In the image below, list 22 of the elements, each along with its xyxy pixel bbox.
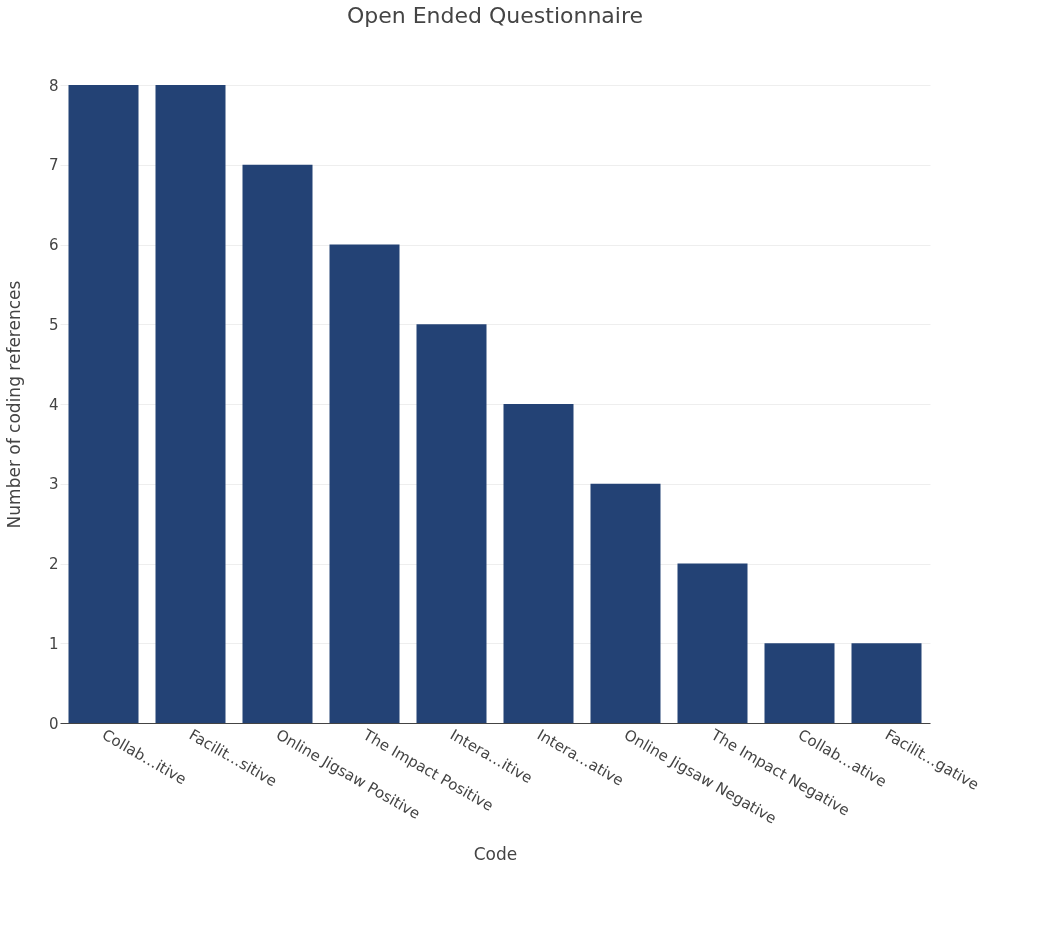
y-tick-label: 4 [48, 395, 59, 414]
bar [242, 164, 313, 723]
y-tick-label: 5 [48, 315, 59, 334]
y-tick-label: 7 [48, 156, 59, 175]
y-tick-label: 1 [48, 634, 59, 653]
bar [416, 324, 487, 723]
bar [764, 643, 835, 723]
bar [590, 483, 661, 723]
y-tick-label: 8 [48, 76, 59, 95]
y-tick-label: 3 [48, 475, 59, 494]
y-tick-label: 6 [48, 236, 59, 254]
bar [155, 85, 226, 723]
y-tick-label: 0 [48, 714, 59, 733]
bar [851, 643, 922, 723]
chart-title: Open Ended Questionnaire [346, 3, 644, 28]
bar [329, 244, 400, 723]
x-axis-title: Code [473, 843, 518, 864]
bar [68, 85, 139, 723]
bar [503, 404, 574, 723]
y-tick-label: 2 [48, 555, 59, 573]
y-axis-title: Number of coding references [3, 280, 24, 529]
bar [677, 563, 748, 723]
